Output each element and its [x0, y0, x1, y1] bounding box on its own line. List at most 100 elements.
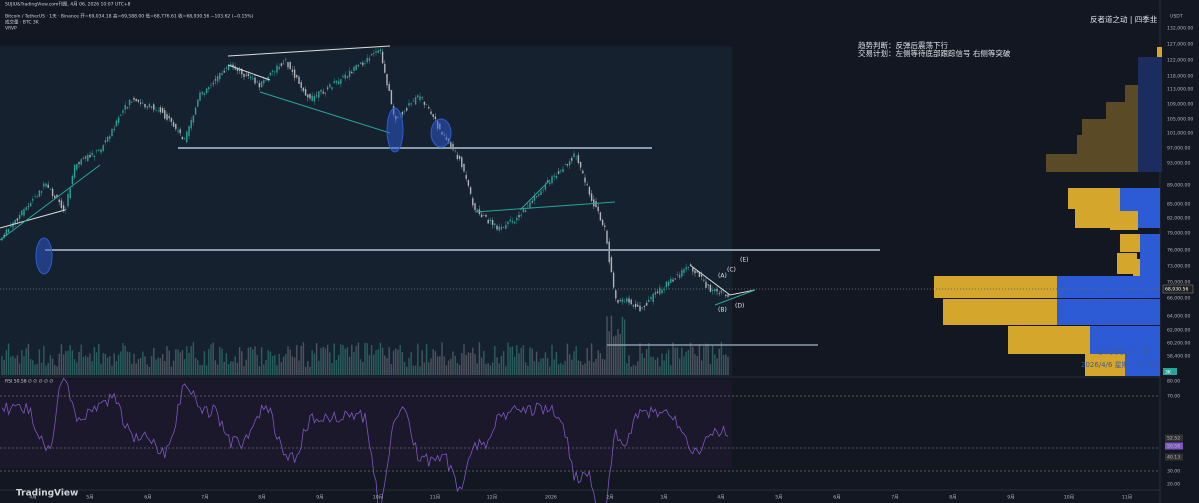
vp-bar [1068, 188, 1120, 209]
volume-bar [621, 316, 624, 375]
trend-line [0, 164, 101, 241]
vp-bar [1057, 276, 1160, 298]
volume-bar [102, 353, 104, 375]
volume-bar [355, 345, 357, 375]
volume-bar [546, 357, 549, 375]
candle-body [335, 80, 338, 83]
volume-bar [601, 358, 604, 375]
candle-body [621, 299, 624, 302]
candle-body [700, 274, 703, 277]
volume-bar [307, 361, 309, 375]
candle-body [34, 196, 36, 197]
volume-bar [340, 344, 342, 375]
volume-bar [630, 366, 632, 375]
vp-bar [1138, 57, 1162, 172]
volume-bar [313, 353, 316, 375]
candle-body [597, 206, 599, 212]
candle-body [656, 291, 659, 293]
candle-body [641, 307, 643, 309]
volume-bar [267, 350, 269, 375]
candle-body [12, 222, 14, 228]
candle-body [566, 164, 569, 166]
candle-body [665, 281, 668, 288]
candle-body [430, 111, 432, 114]
candle-body [51, 188, 54, 197]
candle-body [575, 157, 577, 159]
candle-body [192, 115, 195, 123]
candle-body [139, 102, 142, 104]
candle-body [643, 305, 646, 307]
candle-body [714, 288, 716, 291]
candle-body [225, 67, 228, 69]
candle-body [683, 269, 685, 273]
volume-bar [47, 362, 49, 375]
candle-body [49, 189, 52, 190]
candle-body [82, 157, 85, 159]
candle-body [608, 241, 610, 263]
volume-bar [67, 350, 69, 375]
volume-bar [443, 356, 445, 375]
candle-body [113, 129, 115, 130]
candle-body [73, 164, 76, 178]
volume-bar [368, 355, 371, 375]
candle-body [320, 89, 322, 92]
candle-body [417, 95, 419, 98]
trend-line [259, 91, 391, 134]
volume-bar [500, 355, 503, 375]
current-price: 68,930.56 [1165, 287, 1188, 293]
candle-body [172, 122, 175, 127]
candle-body [672, 279, 674, 282]
wave-line [689, 264, 756, 296]
candle-body [513, 221, 516, 224]
volume-bar [210, 344, 212, 375]
time-label: 2月 [606, 495, 614, 501]
time-label: 9月 [316, 495, 324, 501]
volume-bar [509, 347, 511, 375]
volume-bar [656, 357, 659, 375]
candle-body [109, 136, 111, 139]
volume-bar [705, 343, 707, 375]
candle-body [661, 289, 663, 294]
candle-body [509, 219, 511, 222]
volume-bar [155, 359, 157, 375]
candle-body [219, 73, 221, 80]
volume-bar [12, 355, 14, 375]
volume-bar [650, 356, 652, 375]
candle-body [403, 110, 406, 112]
volume-bar [522, 345, 525, 375]
candle-body [571, 158, 573, 161]
volume-bar [588, 360, 591, 375]
volume-bar [452, 351, 454, 375]
volume-bar [60, 344, 63, 375]
volume-bar [395, 348, 397, 375]
candle-body [716, 289, 718, 292]
vp-bar [1046, 154, 1162, 172]
candle-body [357, 64, 360, 66]
volume-bar [122, 342, 124, 375]
candle-body [524, 210, 527, 213]
candle-body [91, 153, 93, 156]
volume-bar [245, 359, 247, 375]
volume-bar [258, 366, 261, 375]
time-label: 11月 [430, 495, 440, 501]
candle-body [388, 84, 390, 91]
volume-bar [445, 365, 448, 375]
volume-bar [7, 343, 10, 375]
rsi-label: 20.00 [1167, 482, 1180, 488]
volume-bar [423, 362, 426, 375]
volume-bar [727, 356, 729, 375]
price-label: 64,000.00 [1167, 314, 1190, 320]
candle-body [674, 278, 676, 280]
highlight [430, 118, 452, 148]
volume-bar [436, 356, 439, 375]
volume-bar [43, 345, 45, 375]
volume-bar [641, 353, 643, 375]
candle-body [423, 101, 426, 105]
price-label: 101,000.00 [1167, 131, 1193, 137]
volume-bar [441, 342, 443, 375]
time-label: 8月 [258, 495, 266, 501]
volume-bar [331, 363, 333, 375]
volume-bar [225, 353, 228, 375]
volume-bar [643, 358, 646, 375]
